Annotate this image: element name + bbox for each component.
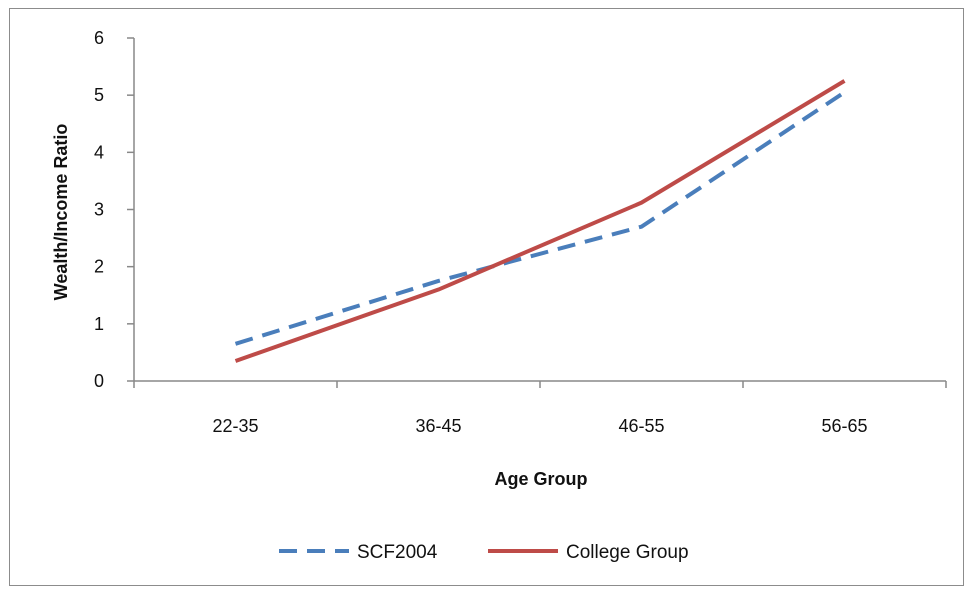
y-axis-title: Wealth/Income Ratio xyxy=(51,124,71,301)
series-lines xyxy=(234,79,846,363)
axes: 0 1 2 3 4 5 6 22-35 36-45 46-55 56-65 xyxy=(94,28,947,436)
x-tick-label: 36-45 xyxy=(415,416,461,436)
series-line-scf2004 xyxy=(234,90,846,346)
legend-label: College Group xyxy=(566,542,689,563)
series-line-college-group xyxy=(234,79,846,363)
y-tick-label: 1 xyxy=(94,314,104,334)
x-axis-ticks: 22-35 36-45 46-55 56-65 xyxy=(133,381,947,436)
y-axis-ticks: 0 1 2 3 4 5 6 xyxy=(94,28,134,391)
legend-label: SCF2004 xyxy=(357,542,438,563)
y-tick-label: 3 xyxy=(94,200,104,220)
x-tick-label: 56-65 xyxy=(821,416,867,436)
y-tick-label: 5 xyxy=(94,85,104,105)
x-tick-label: 46-55 xyxy=(618,416,664,436)
x-axis-title: Age Group xyxy=(495,469,588,489)
y-tick-label: 6 xyxy=(94,28,104,48)
y-tick-label: 0 xyxy=(94,371,104,391)
y-tick-label: 2 xyxy=(94,257,104,277)
legend: SCF2004 College Group xyxy=(279,542,689,563)
y-tick-label: 4 xyxy=(94,142,104,162)
x-tick-label: 22-35 xyxy=(212,416,258,436)
